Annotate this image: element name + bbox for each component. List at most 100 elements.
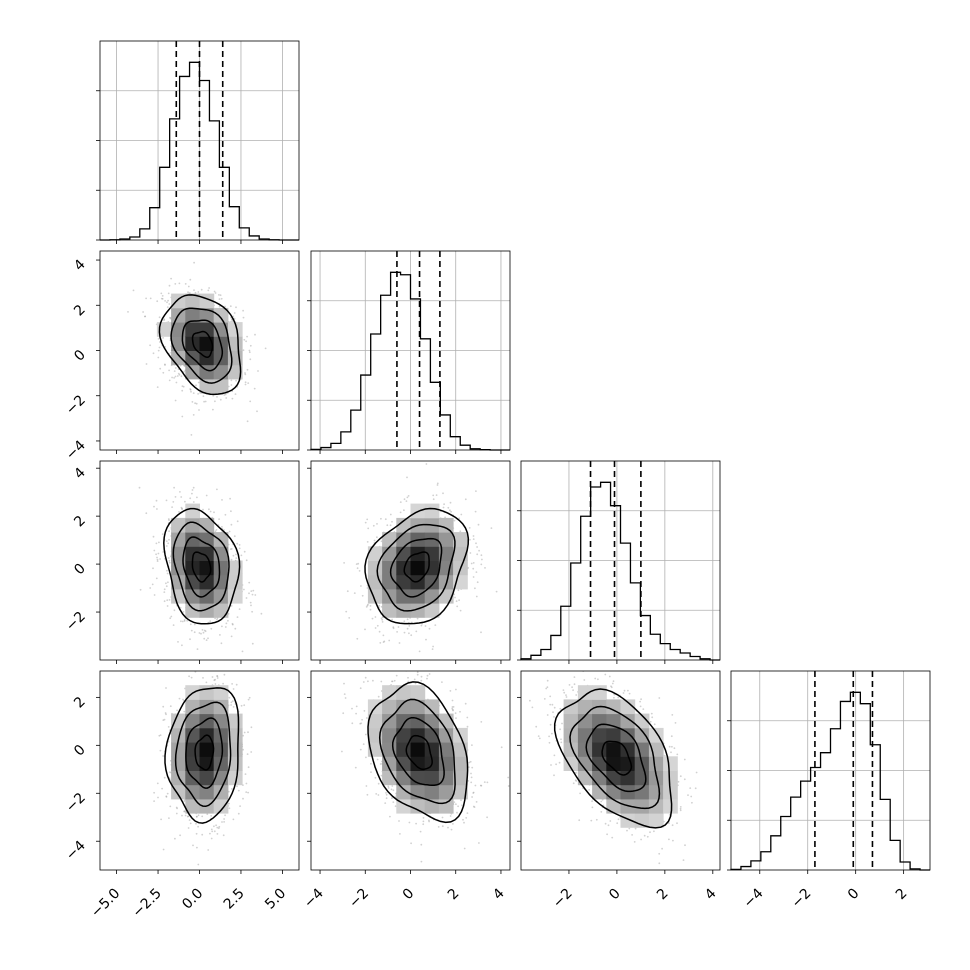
scatter-point xyxy=(415,630,418,633)
density-cell xyxy=(424,699,440,715)
scatter-point xyxy=(355,705,358,708)
scatter-point xyxy=(232,706,235,708)
scatter-point xyxy=(594,677,597,680)
density-cell xyxy=(606,798,621,814)
pair-content-2 xyxy=(343,463,498,653)
scatter-point xyxy=(676,753,679,756)
scatter-point xyxy=(549,723,552,726)
contour-p0-p1-2 xyxy=(170,307,233,384)
density-cell xyxy=(606,727,621,743)
scatter-point xyxy=(628,692,631,695)
scatter-point xyxy=(216,675,219,677)
pair-content-0 xyxy=(127,261,267,436)
density-cell xyxy=(367,713,383,729)
scatter-point xyxy=(256,410,258,413)
scatter-point xyxy=(155,542,158,545)
scatter-point xyxy=(145,363,148,365)
scatter-point xyxy=(606,833,608,836)
scatter-point xyxy=(197,381,200,384)
scatter-point xyxy=(450,510,452,513)
scatter-point xyxy=(153,505,155,508)
scatter-point xyxy=(212,394,215,397)
density-cell xyxy=(438,742,454,757)
scatter-point xyxy=(214,530,217,533)
scatter-point xyxy=(192,414,195,416)
scatter-point xyxy=(171,376,174,379)
scatter-point xyxy=(385,797,388,800)
pair-panel-p0-p3 xyxy=(99,670,300,871)
scatter-point xyxy=(437,826,440,828)
density-cell xyxy=(410,742,426,757)
scatter-point xyxy=(183,810,186,813)
scatter-point xyxy=(407,680,410,683)
scatter-point xyxy=(196,846,198,849)
scatter-point xyxy=(649,831,651,834)
scatter-point xyxy=(183,710,186,713)
scatter-point xyxy=(406,627,409,630)
scatter-point xyxy=(182,611,185,613)
density-cell xyxy=(438,713,454,729)
density-cell xyxy=(396,756,411,771)
contour-p2-p3-2 xyxy=(569,705,661,810)
scatter-point xyxy=(649,720,652,723)
density-cell xyxy=(185,727,200,743)
density-cell xyxy=(213,603,229,618)
scatter-point xyxy=(529,699,531,702)
density-cell xyxy=(382,603,397,618)
scatter-point xyxy=(175,381,178,384)
scatter-point xyxy=(468,527,471,529)
density-cell xyxy=(227,713,243,729)
density-cell xyxy=(227,742,243,757)
scatter-point xyxy=(379,642,382,644)
scatter-point xyxy=(216,833,219,835)
scatter-point xyxy=(174,375,177,378)
scatter-point xyxy=(478,549,480,552)
scatter-point xyxy=(389,524,392,527)
scatter-point xyxy=(162,719,165,721)
scatter-point xyxy=(205,681,208,684)
density-cell xyxy=(577,742,593,757)
contour-p0-p3-1 xyxy=(185,717,224,789)
scatter-point xyxy=(174,837,176,840)
pair-panel-p1-p3 xyxy=(310,670,511,871)
pair-panel-p0-p1 xyxy=(99,250,300,451)
scatter-point xyxy=(153,791,156,794)
scatter-point xyxy=(218,518,221,520)
scatter-point xyxy=(549,695,552,698)
scatter-point xyxy=(218,305,221,308)
scatter-point xyxy=(240,704,243,707)
scatter-point xyxy=(407,676,409,679)
scatter-point xyxy=(422,823,425,826)
scatter-point xyxy=(142,311,145,313)
scatter-point xyxy=(454,596,456,599)
density-cell xyxy=(185,742,200,757)
contour-p0-p1-1 xyxy=(181,319,224,372)
pair-content-4 xyxy=(341,671,510,863)
scatter-point xyxy=(671,824,674,827)
scatter-point xyxy=(216,677,219,679)
scatter-point xyxy=(165,545,168,547)
scatter-point xyxy=(242,349,245,352)
density-cell xyxy=(185,603,200,618)
scatter-point xyxy=(548,735,550,738)
scatter-point xyxy=(616,822,619,825)
scatter-point xyxy=(551,732,553,735)
scatter-point xyxy=(213,825,215,828)
density-cell xyxy=(424,574,440,590)
scatter-point xyxy=(610,685,612,688)
scatter-point xyxy=(232,554,235,557)
scatter-point xyxy=(169,705,172,708)
scatter-point xyxy=(366,518,369,521)
scatter-point xyxy=(475,595,478,598)
scatter-point xyxy=(230,558,233,561)
scatter-point xyxy=(469,552,472,554)
scatter-point xyxy=(559,728,561,731)
scatter-point xyxy=(376,536,378,539)
scatter-point xyxy=(173,370,176,372)
scatter-point xyxy=(223,673,226,676)
scatter-point xyxy=(238,547,241,550)
scatter-point xyxy=(353,592,356,594)
scatter-point xyxy=(393,679,396,682)
scatter-point xyxy=(395,674,398,677)
